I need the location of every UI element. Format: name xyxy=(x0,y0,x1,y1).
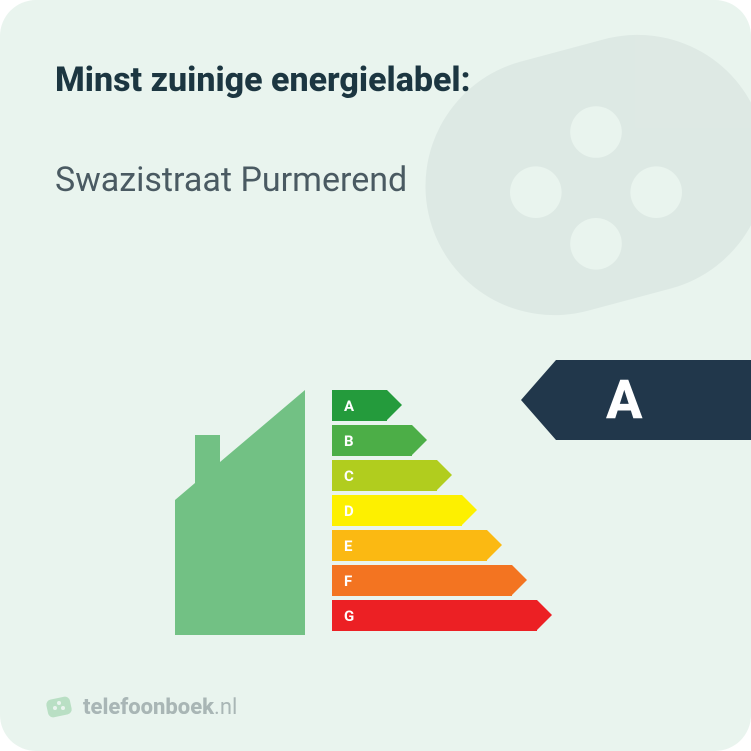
energy-bar-row: F xyxy=(332,565,512,596)
energy-bar-e: E xyxy=(332,530,487,561)
energy-bar-d: D xyxy=(332,495,462,526)
energy-bar-label: G xyxy=(344,607,354,625)
brand-thin: .nl xyxy=(214,695,237,720)
selected-label-pointer: A xyxy=(556,360,751,440)
brand-bold: telefoonboek xyxy=(83,695,214,720)
footer: telefoonboek.nl xyxy=(45,693,237,721)
energy-bar-label: B xyxy=(344,432,354,450)
card: Minst zuinige energielabel: Swazistraat … xyxy=(0,0,751,751)
energy-bar-row: E xyxy=(332,530,487,561)
house-icon xyxy=(155,390,330,635)
energy-bar-b: B xyxy=(332,425,412,456)
energy-bar-g: G xyxy=(332,600,537,631)
energy-bar-f: F xyxy=(332,565,512,596)
energy-bar-row: D xyxy=(332,495,462,526)
page-subtitle: Swazistraat Purmerend xyxy=(55,160,696,200)
energy-bar-label: D xyxy=(344,502,354,520)
energy-bar-a: A xyxy=(332,390,387,421)
energy-bar-label: A xyxy=(344,397,354,415)
energy-bar-label: C xyxy=(344,467,354,485)
energy-bar-row: G xyxy=(332,600,537,631)
selected-label-letter: A xyxy=(606,369,643,432)
energy-bar-row: A xyxy=(332,390,387,421)
energy-bar-c: C xyxy=(332,460,437,491)
brand-text: telefoonboek.nl xyxy=(83,695,237,720)
energy-bar-row: B xyxy=(332,425,412,456)
brand-icon xyxy=(45,693,73,721)
header-block: Minst zuinige energielabel: Swazistraat … xyxy=(55,60,696,200)
energy-bar-label: E xyxy=(344,537,352,555)
page-title: Minst zuinige energielabel: xyxy=(55,60,696,100)
energy-bar-label: F xyxy=(344,572,352,590)
energy-bar-row: C xyxy=(332,460,437,491)
